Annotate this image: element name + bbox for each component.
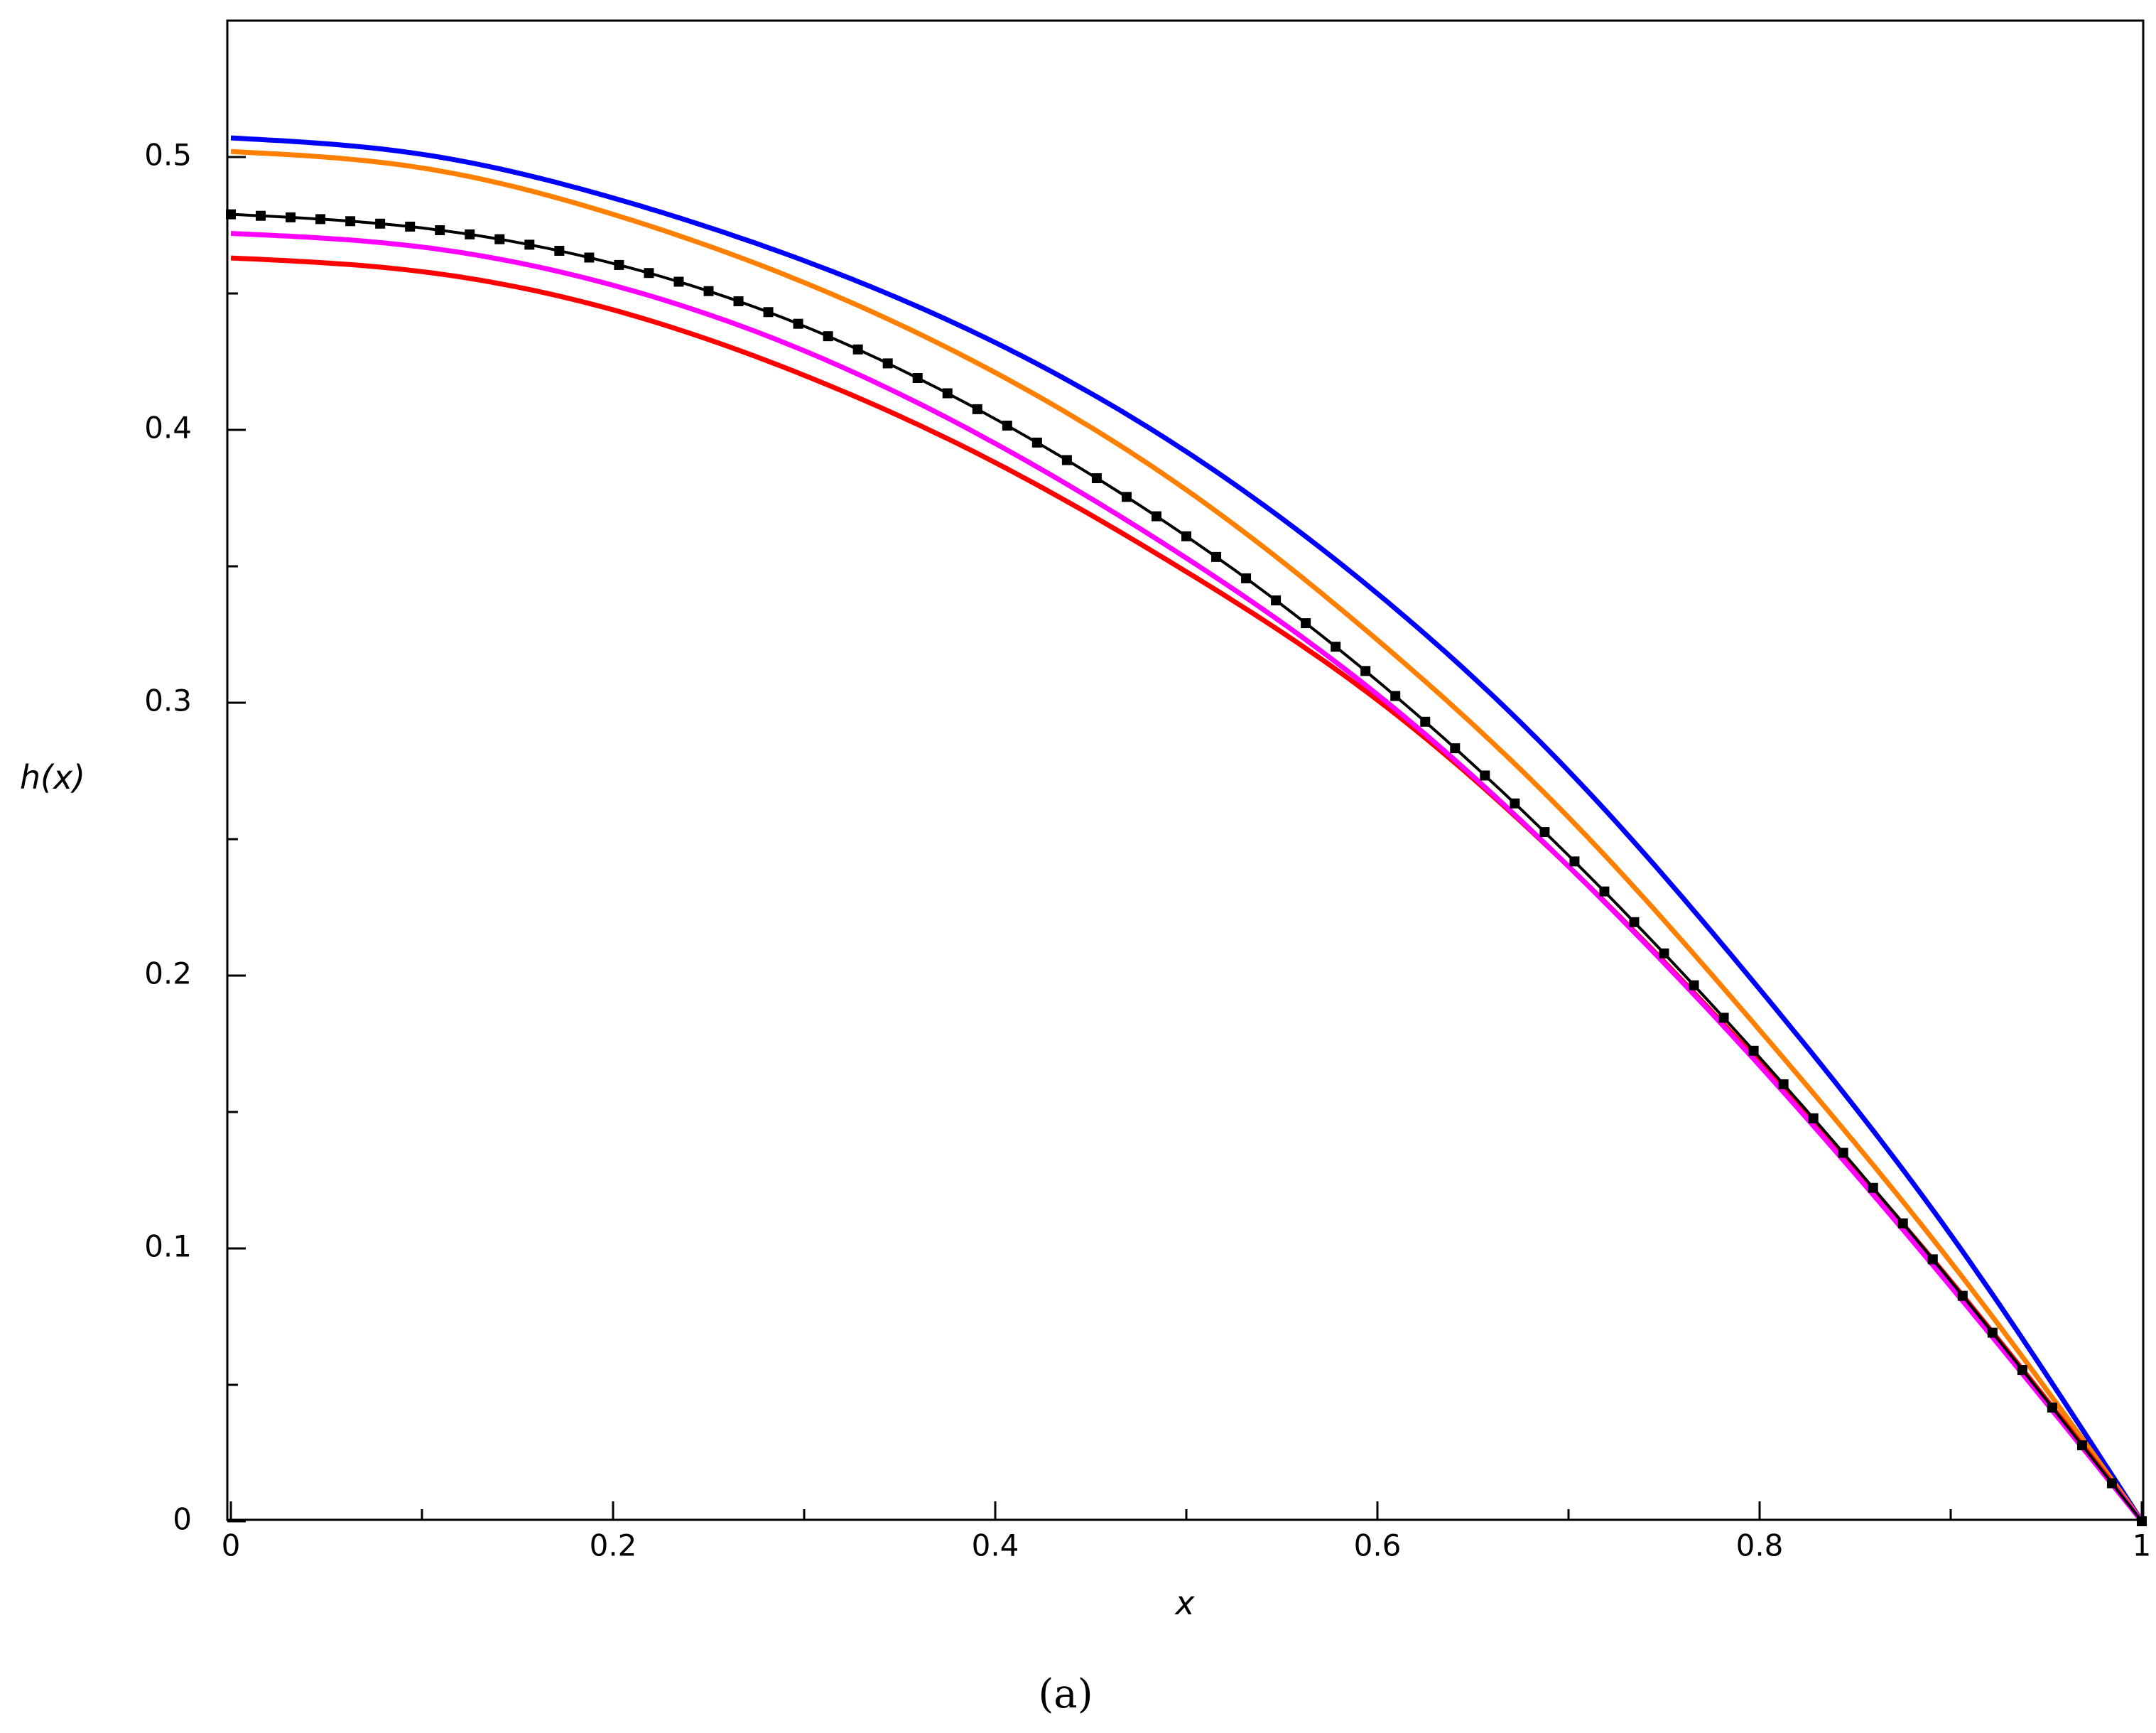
series-marker	[1957, 1290, 1968, 1301]
series-layer	[226, 135, 2147, 1526]
series-marker	[1599, 886, 1610, 897]
x-axis-title: x	[1174, 1584, 1195, 1622]
y-tick-label: 0.3	[144, 684, 192, 718]
series-marker	[1241, 573, 1252, 583]
series-marker	[494, 234, 505, 244]
series-marker	[2106, 1478, 2117, 1489]
series-marker	[644, 268, 654, 279]
series-marker	[1927, 1254, 1938, 1265]
series-marker	[733, 296, 744, 306]
x-tick-label: 0.2	[590, 1528, 637, 1563]
series-marker	[1390, 691, 1401, 701]
series-marker	[1808, 1113, 1819, 1123]
series-marker	[1091, 473, 1102, 484]
y-tick-label: 0.1	[144, 1229, 192, 1264]
tick-labels: 0 0.2 0.4 0.6 0.8 1 0 0.1 0.2 0.3 0.4 0.5	[144, 138, 2151, 1563]
series-marker	[1659, 948, 1669, 959]
series-marker	[1031, 437, 1042, 448]
series-marker	[1271, 595, 1282, 606]
series-marker	[1778, 1079, 1789, 1089]
series-marker	[793, 318, 803, 329]
series-marker	[1450, 743, 1461, 754]
series-marker	[584, 252, 595, 263]
series-marker	[1480, 770, 1490, 781]
series-marker	[882, 358, 893, 369]
series-marker	[465, 229, 475, 239]
series-marker	[823, 331, 833, 342]
y-tick-label: 0.5	[144, 138, 192, 173]
series-marker	[1539, 827, 1550, 838]
x-tick-label: 0.8	[1736, 1528, 1784, 1563]
series-marker	[1838, 1148, 1848, 1158]
series-marker	[2047, 1402, 2057, 1413]
x-tick-label: 0	[222, 1528, 241, 1563]
series-marker	[524, 239, 535, 250]
series-line	[230, 135, 2144, 1523]
series-marker	[1629, 917, 1640, 927]
figure-caption: (a)	[1038, 1671, 1093, 1717]
y-tick-label: 0.2	[144, 956, 192, 991]
series-marker	[703, 286, 714, 296]
series-line	[230, 149, 2144, 1523]
series-marker	[972, 404, 982, 414]
series-marker	[1897, 1218, 1908, 1229]
series-marker	[1211, 551, 1222, 562]
x-tick-label: 1	[2133, 1528, 2152, 1563]
series-marker	[405, 221, 416, 232]
axis-ticks	[227, 19, 2143, 1523]
y-axis-title: h(x)	[20, 758, 85, 797]
series-marker	[1868, 1182, 1878, 1193]
series-marker	[1301, 618, 1311, 629]
series-marker	[286, 212, 296, 222]
series-marker	[226, 209, 236, 220]
series-marker	[1360, 666, 1371, 676]
series-line	[230, 255, 2144, 1523]
series-marker	[1420, 716, 1431, 727]
series-line	[230, 231, 2144, 1523]
series-marker	[1181, 531, 1191, 541]
series-marker	[673, 276, 684, 287]
plot-frame	[226, 19, 2145, 1521]
series-marker	[1569, 856, 1580, 867]
series-marker	[345, 216, 356, 227]
series-marker	[2076, 1440, 2087, 1451]
series-marker	[1987, 1327, 1998, 1338]
series-marker	[315, 214, 326, 225]
series-marker	[852, 344, 863, 355]
series-marker	[375, 218, 386, 229]
series-marker	[1121, 492, 1132, 502]
series-marker	[2017, 1365, 2027, 1376]
series-marker	[1510, 798, 1520, 809]
series-marker	[554, 246, 565, 257]
series-marker	[2137, 1516, 2147, 1526]
series-marker	[614, 259, 624, 270]
series-marker	[256, 210, 266, 221]
series-marker	[912, 373, 923, 384]
series-marker	[1748, 1045, 1759, 1056]
y-tick-label: 0	[173, 1502, 192, 1537]
series-marker	[1331, 642, 1341, 652]
x-tick-label: 0.4	[972, 1528, 1019, 1563]
y-tick-label: 0.4	[144, 411, 192, 446]
series-line	[230, 212, 2143, 1523]
series-marker	[435, 225, 445, 235]
series-marker	[763, 307, 774, 318]
series-marker	[942, 388, 953, 399]
x-tick-label: 0.6	[1354, 1528, 1402, 1563]
series-marker	[1689, 980, 1699, 990]
series-marker	[1718, 1013, 1729, 1023]
series-marker	[1002, 420, 1012, 431]
series-marker	[1061, 455, 1072, 465]
series-marker	[1151, 511, 1161, 522]
